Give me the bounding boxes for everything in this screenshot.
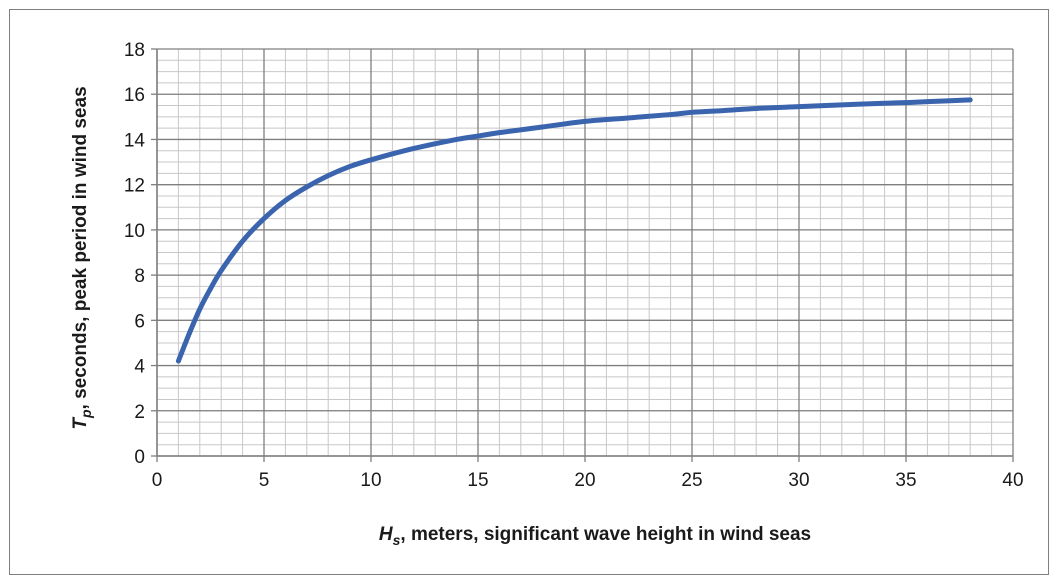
- x-axis-subscript: s: [393, 532, 401, 548]
- y-axis-title-text: , seconds, peak period in wind seas: [70, 86, 91, 409]
- x-tick-label: 15: [467, 470, 488, 491]
- x-axis-symbol: H: [379, 524, 394, 545]
- x-tick-label: 0: [152, 470, 163, 491]
- x-tick-label: 30: [788, 470, 809, 491]
- series-layer: [175, 97, 973, 364]
- x-tick-label: 40: [1002, 470, 1023, 491]
- x-tick-label: 5: [259, 470, 270, 491]
- chart-frame: 0 5 10 15 20 25 30 35 40 0 2 4 6 8 10 12 14 16 18 Hs, met…: [9, 9, 1049, 575]
- x-axis-title-text: , meters, significant wave height in win…: [400, 524, 811, 545]
- x-tick-label: 20: [574, 470, 595, 491]
- x-tick-label: 10: [360, 470, 381, 491]
- y-axis-title: Tp, seconds, peak period in wind seas: [70, 86, 94, 429]
- y-tick-label: 12: [124, 176, 145, 197]
- x-tick-label: 25: [681, 470, 702, 491]
- y-tick-label: 4: [134, 357, 145, 378]
- y-tick-labels: 0 2 4 6 8 10 12 14 16 18: [124, 40, 146, 468]
- series-line: [175, 97, 973, 364]
- y-tick-label: 6: [134, 311, 145, 332]
- y-tick-label: 18: [124, 40, 145, 61]
- axes: [151, 48, 1014, 462]
- y-tick-label: 0: [134, 447, 145, 468]
- x-tick-label: 35: [895, 470, 916, 491]
- y-tick-label: 8: [134, 266, 145, 287]
- y-axis-symbol: T: [70, 417, 91, 430]
- y-tick-label: 10: [124, 221, 145, 242]
- x-axis-title: Hs, meters, significant wave height in w…: [379, 524, 811, 548]
- y-tick-label: 2: [134, 402, 145, 423]
- y-axis-subscript: p: [78, 409, 94, 419]
- y-tick-label: 14: [124, 130, 146, 151]
- y-tick-label: 16: [124, 85, 145, 106]
- wave-chart: 0 5 10 15 20 25 30 35 40 0 2 4 6 8 10 12 14 16 18 Hs, met…: [70, 40, 1024, 548]
- x-tick-labels: 0 5 10 15 20 25 30 35 40: [152, 470, 1024, 491]
